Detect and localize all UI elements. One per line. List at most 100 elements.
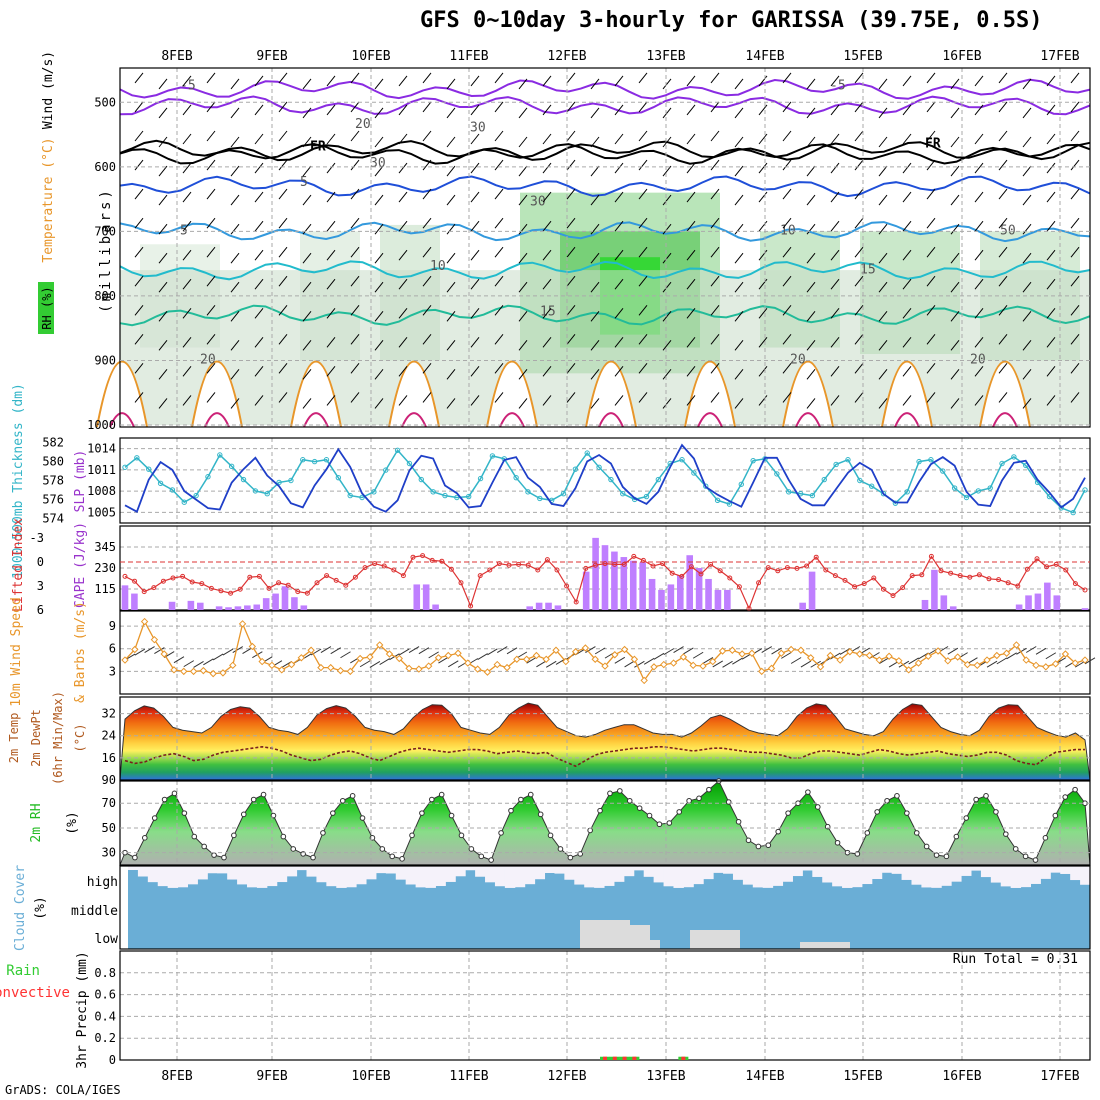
wind-barb xyxy=(374,369,384,380)
wind-barb-10m xyxy=(379,658,390,666)
wind-barb xyxy=(758,191,768,203)
wind-barb xyxy=(470,133,480,145)
rh-point xyxy=(904,810,910,816)
wind-barb-10m xyxy=(771,647,782,655)
thickness-point xyxy=(750,457,756,464)
thickness-point xyxy=(477,475,484,482)
li-point xyxy=(842,577,848,583)
date-label-top: 13FEB xyxy=(646,49,685,64)
wind-barb xyxy=(758,337,768,348)
li-point xyxy=(381,563,387,569)
isotherm-line xyxy=(119,95,1091,116)
wind-barb xyxy=(806,107,816,119)
thickness-point xyxy=(738,481,744,487)
thickness-point xyxy=(987,485,993,491)
wind-barb xyxy=(806,369,816,380)
isotherm-25 xyxy=(290,360,342,428)
wind-barb xyxy=(998,72,1008,84)
li-point xyxy=(285,582,291,588)
wind-barb xyxy=(710,159,720,171)
li-point xyxy=(314,580,320,586)
li-point xyxy=(420,553,426,559)
cloud-high-bar xyxy=(1010,866,1022,888)
wind-barb-10m xyxy=(732,657,743,665)
thickness-point xyxy=(1058,505,1064,511)
wind-barb xyxy=(734,78,744,90)
slp-tick: 1011 xyxy=(87,463,116,477)
wind-barb xyxy=(566,334,576,345)
li-point xyxy=(794,565,800,571)
wind-barb-10m xyxy=(898,660,910,668)
wind-barb xyxy=(1046,133,1056,145)
wind-barb xyxy=(614,162,624,174)
thickness-point xyxy=(940,468,946,474)
wind-barb xyxy=(446,340,456,351)
li-point xyxy=(1034,556,1040,562)
li-point xyxy=(343,582,349,588)
panel-frame xyxy=(119,696,1091,781)
rh-point xyxy=(587,827,593,834)
wind-barb xyxy=(806,136,816,148)
cape-tick: 345 xyxy=(94,540,116,554)
li-point xyxy=(487,567,493,573)
date-label-bottom: 15FEB xyxy=(843,1069,882,1084)
wind-speed-point xyxy=(542,655,550,663)
wind-barb xyxy=(878,369,888,380)
date-label-top: 11FEB xyxy=(449,49,488,64)
cloud-high-bar xyxy=(207,866,218,874)
cape-bar xyxy=(215,606,223,610)
wind-barb xyxy=(470,278,480,290)
wind-barb xyxy=(182,337,192,348)
cloud-high-bar xyxy=(187,866,198,885)
thickness-point xyxy=(228,463,235,470)
wind-barb xyxy=(686,104,696,116)
rh-point xyxy=(181,810,188,816)
wind-barb xyxy=(806,194,816,206)
li-point xyxy=(208,585,214,591)
li-point xyxy=(909,573,915,579)
wind-barb xyxy=(638,72,648,84)
wind-speed-point xyxy=(993,651,1001,660)
temperature-label: Temperature (°C) xyxy=(41,137,56,262)
wind-speed-point xyxy=(669,659,678,667)
rh-point xyxy=(527,791,534,798)
wind-barb-10m xyxy=(722,660,733,668)
wind-barb xyxy=(206,363,216,374)
isotherm-label: FR xyxy=(310,140,326,155)
li-point xyxy=(871,575,877,581)
wind-speed-point xyxy=(738,650,746,658)
wind-barb-10m xyxy=(653,652,665,660)
cape-tick: 230 xyxy=(94,561,116,575)
temp-axis-label: (6hr Min/Max) xyxy=(51,691,65,785)
thickness-point xyxy=(181,499,187,505)
rh-point xyxy=(399,856,405,862)
wind-speed-point xyxy=(1022,656,1030,664)
wind-speed-point xyxy=(1081,656,1089,664)
wind-barb xyxy=(998,363,1008,374)
li-point xyxy=(372,561,378,567)
y-tick-label: 50 xyxy=(102,821,116,835)
rh-point xyxy=(1012,846,1019,852)
cloud-high-bar xyxy=(822,866,833,883)
wind-barb xyxy=(734,165,744,177)
wind-speed-point xyxy=(170,666,178,674)
wind-barb xyxy=(734,194,744,206)
convective-bar xyxy=(681,1056,686,1060)
wind-barb xyxy=(206,159,216,171)
cape-bar xyxy=(1081,608,1089,610)
wind-barb xyxy=(662,252,672,264)
wind-speed-point xyxy=(209,669,217,678)
wind-barb xyxy=(470,395,480,406)
cloud-high-bar xyxy=(1030,866,1041,884)
li-point xyxy=(784,565,790,571)
wind-barb xyxy=(446,252,456,264)
cloud-high-bar xyxy=(128,866,139,870)
cape-bar xyxy=(291,597,298,610)
cape-bar xyxy=(808,571,816,610)
cape-bar xyxy=(629,560,637,610)
y-tick-label: 0.4 xyxy=(94,1009,116,1023)
wind-barb xyxy=(518,136,528,148)
y-tick-label: 600 xyxy=(94,160,116,174)
wind-barb xyxy=(782,363,792,374)
isotherm-label: 20 xyxy=(355,117,371,132)
